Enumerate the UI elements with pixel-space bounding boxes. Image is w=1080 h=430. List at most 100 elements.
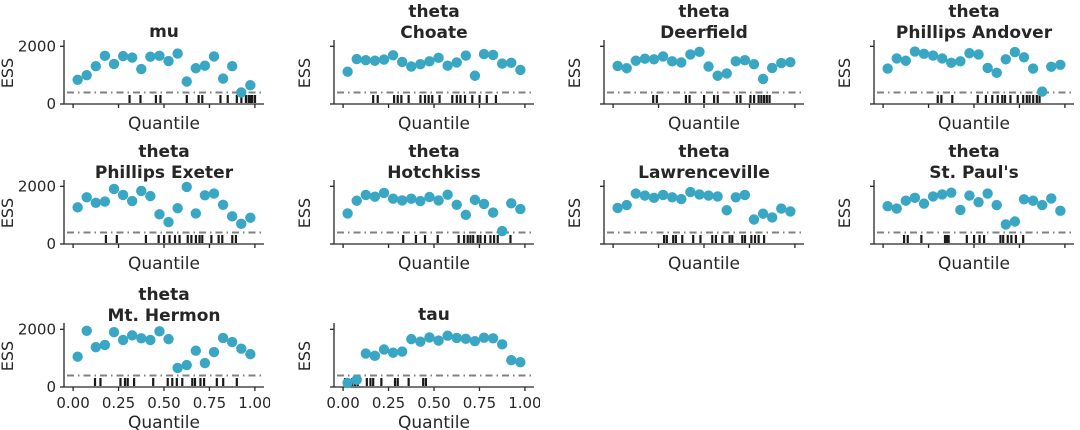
rug-mark xyxy=(438,95,441,103)
rug-mark xyxy=(219,95,222,103)
x-axis-label: Quantile xyxy=(938,114,1010,134)
rug-mark xyxy=(253,95,257,103)
rug-mark xyxy=(999,235,1002,243)
rug-mark xyxy=(469,235,472,243)
data-point xyxy=(442,60,453,71)
data-point xyxy=(973,196,984,208)
rug-mark xyxy=(479,235,482,243)
rug-mark xyxy=(463,95,467,103)
data-point xyxy=(1055,59,1066,70)
rug-mark xyxy=(728,235,731,243)
data-point xyxy=(433,195,444,206)
rug-mark xyxy=(154,95,158,103)
rug-mark xyxy=(940,95,943,103)
subplot-title-group: Deerfield xyxy=(660,23,748,43)
rug-mark xyxy=(920,235,923,243)
rug-mark xyxy=(234,235,238,243)
rug-mark xyxy=(476,235,479,243)
subplot-title: mu xyxy=(149,22,179,42)
data-point xyxy=(208,346,220,358)
rug-mark xyxy=(663,235,666,243)
data-point xyxy=(406,333,417,345)
data-point xyxy=(918,198,930,209)
data-point xyxy=(460,50,472,61)
data-point xyxy=(964,190,975,201)
data-point xyxy=(136,185,147,197)
data-point xyxy=(406,61,417,72)
y-axis-label: ESS xyxy=(295,341,314,371)
rug-mark xyxy=(735,95,738,103)
rug-mark xyxy=(743,235,747,243)
rug-mark xyxy=(193,378,197,386)
data-point xyxy=(515,64,526,76)
x-axis-label: Quantile xyxy=(128,413,200,430)
data-point xyxy=(785,206,796,217)
rug-mark xyxy=(665,235,668,243)
data-point xyxy=(245,80,256,91)
data-point xyxy=(766,62,778,74)
y-axis-label: ESS xyxy=(0,198,17,228)
data-point xyxy=(181,76,192,87)
data-point xyxy=(882,63,893,74)
rug-mark xyxy=(765,95,768,103)
rug-mark xyxy=(163,235,166,243)
y-axis-label: ESS xyxy=(0,58,17,88)
x-tick-label: 0.25 xyxy=(372,394,405,412)
data-point xyxy=(1018,194,1030,205)
rug-mark xyxy=(194,235,198,243)
rug-mark xyxy=(240,95,243,103)
rug-mark xyxy=(493,235,496,243)
rug-mark xyxy=(984,95,988,103)
x-tick-label: 0.75 xyxy=(463,394,496,412)
rug-mark xyxy=(235,378,238,386)
rug-mark xyxy=(1003,95,1007,103)
subplot-title-group: Mt. Hermon xyxy=(107,306,220,326)
rug-mark xyxy=(714,235,718,243)
y-axis-label: ESS xyxy=(565,58,584,88)
rug-mark xyxy=(1022,235,1025,243)
data-point xyxy=(424,56,435,67)
rug-mark xyxy=(210,235,213,243)
subplot-title-var: theta xyxy=(948,142,999,162)
data-point xyxy=(81,69,92,81)
data-point xyxy=(108,183,120,195)
rug-mark xyxy=(365,378,368,386)
rug-mark xyxy=(760,95,763,103)
data-point xyxy=(487,333,499,344)
rug-mark xyxy=(1025,95,1028,103)
data-point xyxy=(172,362,183,374)
data-point xyxy=(199,190,211,201)
rug-mark xyxy=(217,235,220,243)
rug-mark xyxy=(199,378,202,386)
data-point xyxy=(964,48,975,59)
data-point xyxy=(1009,216,1021,227)
subplot-title-var: theta xyxy=(408,142,459,162)
subplot-title-group: St. Paul's xyxy=(929,163,1018,183)
data-point xyxy=(163,55,174,67)
data-point xyxy=(1027,195,1039,206)
data-point xyxy=(506,198,517,209)
x-tick-label: 1.00 xyxy=(508,394,540,412)
rug-mark xyxy=(197,95,200,103)
data-point xyxy=(487,49,499,61)
rug-mark xyxy=(459,95,462,103)
data-point xyxy=(108,58,120,70)
rug-mark xyxy=(235,95,238,103)
data-point xyxy=(342,377,353,389)
data-point xyxy=(396,346,408,357)
rug-mark xyxy=(674,235,678,243)
data-point xyxy=(415,336,426,347)
rug-mark xyxy=(703,95,706,103)
data-point xyxy=(451,199,462,210)
rug-mark xyxy=(123,378,127,386)
data-point xyxy=(1036,199,1048,211)
data-point xyxy=(900,55,912,66)
data-point xyxy=(217,73,229,84)
x-tick-label: 0.00 xyxy=(56,394,89,412)
data-point xyxy=(415,59,426,70)
data-point xyxy=(909,46,921,57)
